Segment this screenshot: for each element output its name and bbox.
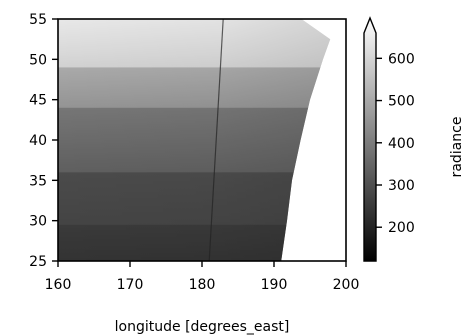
- colorbar-ticks: 200 300 400 500 600: [376, 51, 415, 236]
- radiance-bands: [58, 19, 331, 261]
- y-tick-label: 35: [29, 173, 47, 189]
- colorbar: 200 300 400 500 600 radiance: [363, 16, 465, 262]
- y-tick-label: 45: [29, 93, 47, 109]
- swath-seam: [208, 19, 224, 261]
- radiance-field: [58, 19, 331, 261]
- radiance-band: [58, 19, 331, 68]
- y-tick-label: 50: [29, 52, 47, 68]
- y-tick-label: 55: [29, 12, 47, 28]
- radiance-band: [58, 67, 331, 108]
- plot-area: [57, 18, 347, 262]
- radiance-band: [58, 224, 331, 261]
- colorbar-tick-label: 500: [388, 94, 415, 110]
- colorbar-gradient: [363, 16, 377, 262]
- colorbar-tick-label: 600: [388, 51, 415, 67]
- y-tick-label: 40: [29, 133, 47, 149]
- y-tick-label: 25: [29, 254, 47, 270]
- x-axis: 160 170 180 190 200: [45, 261, 360, 293]
- radiance-band: [58, 107, 331, 173]
- y-tick-label: 30: [29, 214, 47, 230]
- x-tick-label: 160: [45, 277, 72, 293]
- x-tick-label: 180: [189, 277, 216, 293]
- colorbar-tick-label: 300: [388, 178, 415, 194]
- x-tick-label: 170: [117, 277, 144, 293]
- y-axis: 25 30 35 40 45 50 55: [29, 12, 58, 270]
- x-tick-label: 200: [333, 277, 360, 293]
- x-axis-label: longitude [degrees_east]: [115, 319, 290, 335]
- colorbar-tick-label: 200: [388, 220, 415, 236]
- radiance-band: [58, 172, 331, 225]
- colorbar-label: radiance: [449, 117, 465, 178]
- colorbar-tick-label: 400: [388, 136, 415, 152]
- x-tick-label: 190: [261, 277, 288, 293]
